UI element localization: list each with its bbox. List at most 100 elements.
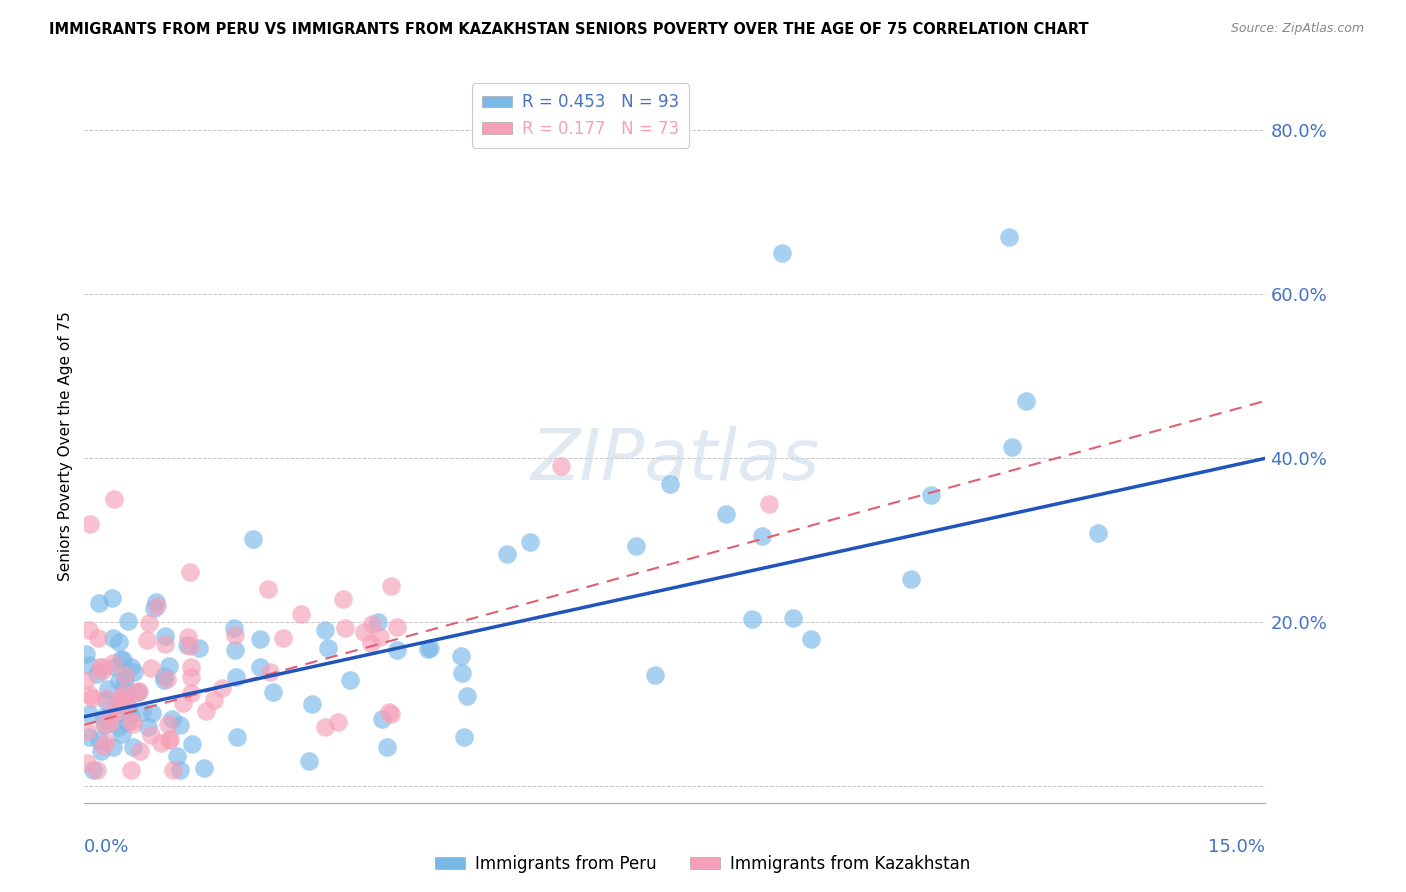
Point <box>107 720 129 734</box>
Point <box>75 673 97 687</box>
Point <box>76 756 98 770</box>
Point <box>920 487 942 501</box>
Point <box>117 699 139 714</box>
Point <box>519 535 541 549</box>
Point <box>225 670 247 684</box>
Point <box>316 641 339 656</box>
Point <box>75 647 97 661</box>
Point <box>202 693 225 707</box>
Point <box>262 685 284 699</box>
Point <box>107 703 129 717</box>
Point <box>180 660 202 674</box>
Point <box>714 508 737 522</box>
Point <box>156 672 179 686</box>
Point <box>122 717 145 731</box>
Text: ZIPatlas: ZIPatlas <box>530 425 820 495</box>
Point <box>222 622 245 636</box>
Point <box>751 529 773 543</box>
Point <box>103 657 125 671</box>
Point <box>180 670 202 684</box>
Point <box>758 497 780 511</box>
Point <box>360 635 382 649</box>
Point <box>79 516 101 531</box>
Point <box>176 638 198 652</box>
Point <box>172 696 194 710</box>
Point <box>120 763 142 777</box>
Point <box>153 637 176 651</box>
Point <box>101 591 124 606</box>
Point <box>127 685 149 699</box>
Point <box>86 666 108 681</box>
Point <box>117 696 139 710</box>
Point <box>326 714 349 729</box>
Point <box>124 665 146 680</box>
Point <box>180 686 202 700</box>
Point <box>77 731 100 745</box>
Point <box>800 632 823 646</box>
Point <box>1001 440 1024 454</box>
Point <box>770 246 793 260</box>
Point <box>136 720 159 734</box>
Point <box>139 661 162 675</box>
Point <box>193 760 215 774</box>
Point <box>450 648 472 663</box>
Point <box>128 684 150 698</box>
Point <box>91 739 114 753</box>
Point <box>451 665 474 680</box>
Point <box>103 659 125 673</box>
Point <box>159 658 181 673</box>
Point <box>377 705 399 719</box>
Point <box>110 690 132 705</box>
Point <box>1015 394 1038 409</box>
Y-axis label: Seniors Poverty Over the Age of 75: Seniors Poverty Over the Age of 75 <box>58 311 73 581</box>
Point <box>998 230 1021 244</box>
Point <box>120 708 142 723</box>
Point <box>188 640 211 655</box>
Point <box>259 665 281 679</box>
Point <box>360 617 382 632</box>
Point <box>90 664 112 678</box>
Point <box>181 737 204 751</box>
Point <box>94 691 117 706</box>
Point <box>141 706 163 720</box>
Point <box>332 591 354 606</box>
Point <box>89 660 111 674</box>
Point <box>368 630 391 644</box>
Point <box>335 621 357 635</box>
Point <box>80 690 103 705</box>
Point <box>782 611 804 625</box>
Point <box>135 633 157 648</box>
Point <box>103 492 125 507</box>
Point <box>143 601 166 615</box>
Point <box>273 631 295 645</box>
Point <box>741 611 763 625</box>
Point <box>339 673 361 687</box>
Point <box>114 672 136 686</box>
Point <box>101 631 124 645</box>
Point <box>101 707 124 722</box>
Point <box>89 732 111 747</box>
Point <box>94 693 117 707</box>
Point <box>550 459 572 474</box>
Point <box>152 669 174 683</box>
Point <box>211 681 233 695</box>
Point <box>79 688 101 702</box>
Point <box>86 763 108 777</box>
Point <box>93 710 115 724</box>
Point <box>314 624 336 638</box>
Point <box>224 628 246 642</box>
Point <box>301 698 323 712</box>
Point <box>298 754 321 768</box>
Point <box>380 706 402 721</box>
Point <box>103 707 125 722</box>
Point <box>242 533 264 547</box>
Point <box>97 681 120 696</box>
Point <box>160 712 183 726</box>
Point <box>624 539 647 553</box>
Point <box>179 565 201 579</box>
Point <box>79 623 101 637</box>
Point <box>380 579 402 593</box>
Point <box>155 629 177 643</box>
Text: 15.0%: 15.0% <box>1208 838 1265 856</box>
Point <box>156 717 179 731</box>
